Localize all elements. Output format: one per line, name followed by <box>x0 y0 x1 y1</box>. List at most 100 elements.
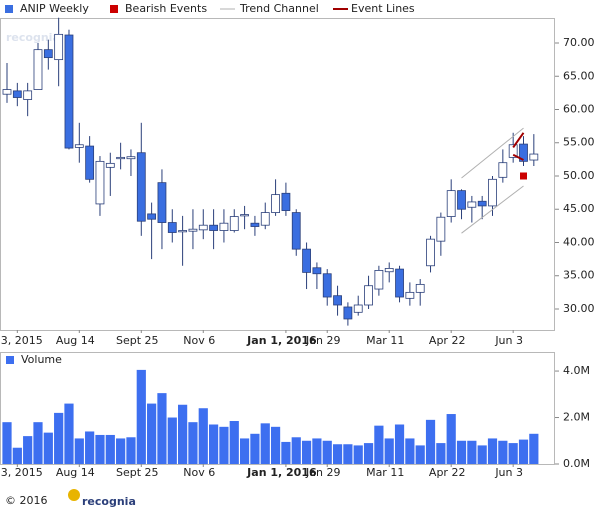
x-tick-label: Jun 3 <box>494 466 523 479</box>
volume-bar <box>415 445 425 464</box>
x-tick-label: Jan 1, 2016 <box>246 466 317 479</box>
x-tick-label: Apr 22 <box>429 334 466 347</box>
y-tick-label: 40.00 <box>563 235 595 248</box>
legend-label: Event Lines <box>351 2 415 15</box>
volume-bar <box>508 443 518 464</box>
y-tick-label: 70.00 <box>563 36 595 49</box>
y-tick-label: 65.00 <box>563 69 595 82</box>
candle-body <box>209 224 219 231</box>
candle-body <box>374 270 384 290</box>
x-tick-label: Jan 29 <box>305 466 340 479</box>
volume-bar <box>178 404 188 464</box>
candle-body <box>250 222 260 227</box>
volume-bar <box>167 417 177 464</box>
y-tick-label: 60.00 <box>563 102 595 115</box>
candle-body <box>198 224 208 231</box>
candle-body <box>23 90 33 100</box>
candle-body <box>136 152 146 222</box>
y-tick-label: 50.00 <box>563 169 595 182</box>
volume-bar <box>250 433 260 464</box>
volume-bar <box>384 438 394 464</box>
y-tick-label: 0.0M <box>563 457 590 470</box>
volume-bar <box>229 421 239 464</box>
volume-bar <box>23 436 33 464</box>
legend-swatch <box>6 356 14 364</box>
bearish-event <box>520 172 527 180</box>
volume-bar <box>116 438 126 464</box>
candle-body <box>291 212 301 250</box>
volume-bar <box>64 403 74 464</box>
y-tick-label: 2.0M <box>563 411 590 424</box>
volume-bar <box>85 431 95 464</box>
volume-bar <box>219 426 229 464</box>
legend-swatch <box>5 5 13 13</box>
candle-body <box>271 194 280 213</box>
event-line <box>512 132 525 148</box>
x-tick-label: Nov 6 <box>183 466 215 479</box>
candle-body <box>54 33 64 61</box>
candle-body <box>498 162 508 178</box>
plot-frame <box>0 18 555 331</box>
candle-body <box>85 145 95 180</box>
volume-bar <box>281 441 291 464</box>
candle-body <box>74 144 84 148</box>
candle-body <box>147 213 157 220</box>
candle-body <box>116 156 126 160</box>
candle-body <box>157 182 167 223</box>
volume-bar <box>498 440 508 464</box>
y-tick-label: 55.00 <box>563 136 595 149</box>
candle-body <box>167 222 177 233</box>
volume-bar <box>436 443 446 464</box>
candle-body <box>12 90 22 98</box>
x-tick-label: Jan 1, 2016 <box>246 334 317 347</box>
volume-bar <box>136 369 146 464</box>
candle-body <box>457 190 466 210</box>
volume-bar <box>467 440 477 464</box>
volume-bar <box>260 423 270 464</box>
volume-bar <box>157 393 167 464</box>
x-tick-label: Mar 11 <box>366 466 404 479</box>
volume-bar <box>33 422 43 464</box>
x-tick-label: Sept 25 <box>116 334 159 347</box>
volume-bar <box>394 424 405 464</box>
volume-bar <box>487 438 498 464</box>
volume-bar <box>529 433 539 464</box>
y-tick-label: 30.00 <box>563 302 595 315</box>
volume-bar <box>353 445 363 464</box>
volume-bar <box>425 419 436 464</box>
x-tick-label: Nov 6 <box>183 334 215 347</box>
candle-body <box>415 283 425 293</box>
candle-body <box>322 273 332 298</box>
volume-bar <box>74 438 84 464</box>
candle-body <box>302 248 311 273</box>
candle-body <box>477 200 487 207</box>
volume-bar <box>270 426 281 464</box>
volume-bar <box>126 437 136 464</box>
candle-body <box>353 304 363 313</box>
volume-bar <box>198 408 208 464</box>
volume-bar <box>343 444 353 464</box>
volume-bar <box>95 434 105 464</box>
volume-bar <box>12 447 22 464</box>
legend-label: Bearish Events <box>125 2 207 15</box>
x-tick-label: Apr 22 <box>429 466 466 479</box>
copyright: © 2016 <box>5 494 48 507</box>
x-tick-label: Aug 14 <box>56 334 95 347</box>
volume-bar <box>518 439 529 464</box>
volume-bar <box>363 443 374 464</box>
candle-body <box>43 49 53 59</box>
volume-bar <box>43 432 53 464</box>
candle-body <box>364 285 373 306</box>
legend-label: ANIP Weekly <box>20 2 89 15</box>
volume-bar <box>291 437 301 464</box>
candle-body <box>488 178 497 207</box>
candle-body <box>384 268 394 273</box>
y-tick-label: 45.00 <box>563 202 595 215</box>
x-tick-label: Sept 25 <box>116 466 159 479</box>
candle-body <box>436 216 446 242</box>
candle-body <box>95 160 105 205</box>
volume-bar <box>54 412 64 464</box>
candle-body <box>426 238 435 267</box>
legend-label: Trend Channel <box>239 2 319 15</box>
